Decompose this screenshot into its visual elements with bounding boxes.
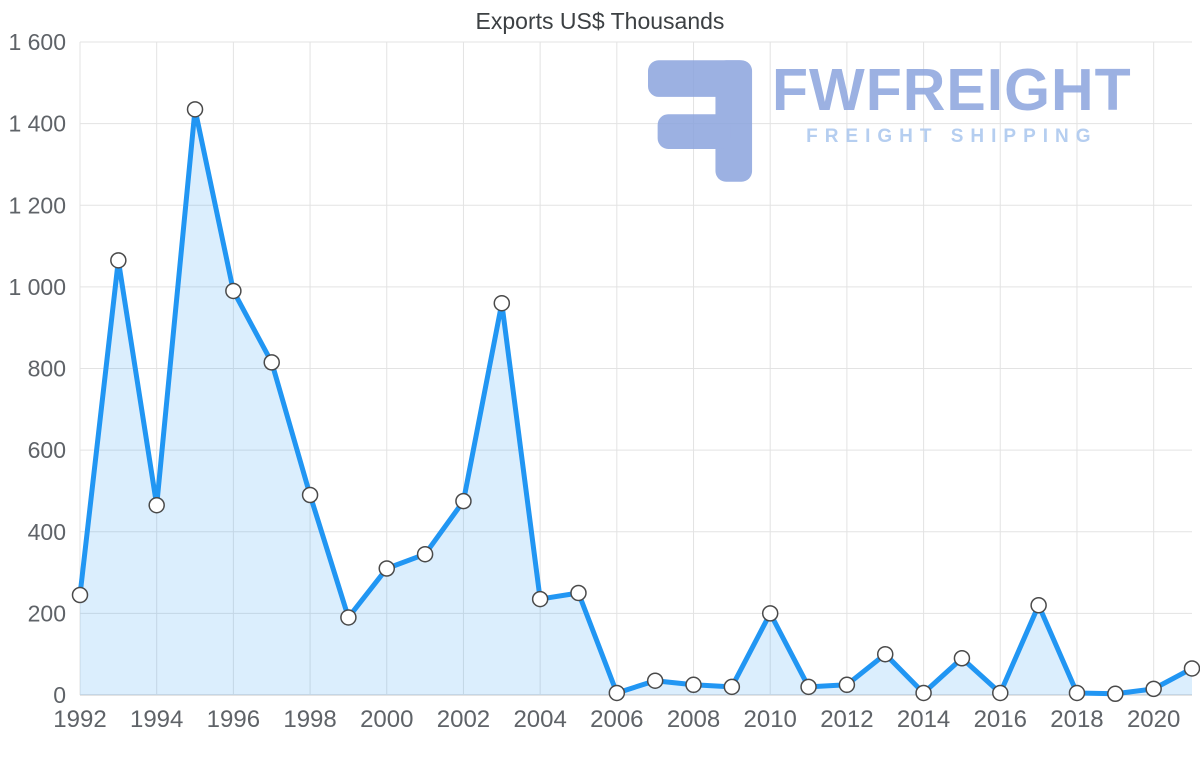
y-tick-label: 600 <box>28 437 66 463</box>
data-point-marker <box>915 684 932 702</box>
data-point-marker <box>1068 684 1086 702</box>
data-point-marker <box>1183 660 1200 677</box>
chart-title: Exports US$ Thousands <box>475 8 725 34</box>
y-tick-label: 1 600 <box>8 29 66 55</box>
x-tick-label: 2012 <box>820 706 873 733</box>
y-tick-label: 1 200 <box>8 192 66 218</box>
data-point-marker <box>531 590 549 608</box>
data-point-marker <box>378 560 396 577</box>
data-point-marker <box>608 684 626 702</box>
y-tick-label: 800 <box>28 356 66 382</box>
data-point-marker <box>340 609 357 626</box>
x-tick-label: 2000 <box>360 706 413 733</box>
data-point-marker <box>685 676 702 694</box>
x-tick-label: 2014 <box>897 706 950 733</box>
data-point-marker <box>761 605 779 622</box>
data-point-marker <box>110 252 127 269</box>
data-point-marker <box>301 486 319 504</box>
x-tick-label: 1994 <box>130 706 183 733</box>
x-tick-label: 2018 <box>1050 706 1103 733</box>
data-point-marker <box>570 584 587 602</box>
x-tick-label: 1996 <box>207 706 260 733</box>
x-tick-label: 2016 <box>974 706 1027 733</box>
y-tick-label: 1 400 <box>8 111 66 137</box>
data-point-marker <box>953 650 971 667</box>
data-point-marker <box>723 678 741 696</box>
data-point-marker <box>876 645 894 663</box>
data-point-marker <box>263 354 280 371</box>
y-tick-label: 400 <box>28 519 66 545</box>
x-tick-label: 2020 <box>1127 706 1180 733</box>
data-point-marker <box>186 101 204 118</box>
data-point-marker <box>148 496 165 514</box>
y-tick-label: 200 <box>28 600 66 626</box>
x-tick-label: 2002 <box>437 706 490 733</box>
x-tick-label: 1998 <box>283 706 336 733</box>
data-point-marker <box>1030 596 1047 614</box>
data-point-marker <box>1145 680 1162 698</box>
data-point-marker <box>71 586 89 604</box>
data-point-marker <box>493 294 511 312</box>
data-point-marker <box>800 678 817 696</box>
x-tick-label: 1992 <box>53 706 106 733</box>
x-tick-label: 2008 <box>667 706 720 733</box>
data-point-marker <box>1107 685 1124 703</box>
data-point-marker <box>416 545 434 563</box>
data-point-marker <box>225 282 242 300</box>
data-point-marker <box>838 676 856 694</box>
x-tick-label: 2004 <box>513 706 566 733</box>
exports-line-series <box>77 106 1195 697</box>
area-fill <box>80 109 1192 695</box>
data-point-marker <box>992 684 1009 702</box>
data-point-marker <box>646 672 664 689</box>
data-point-marker <box>455 492 472 510</box>
x-tick-label: 2006 <box>590 706 643 733</box>
x-tick-label: 2010 <box>744 706 797 733</box>
y-tick-label: 1 000 <box>8 274 66 300</box>
y-tick-label: 0 <box>53 682 66 708</box>
